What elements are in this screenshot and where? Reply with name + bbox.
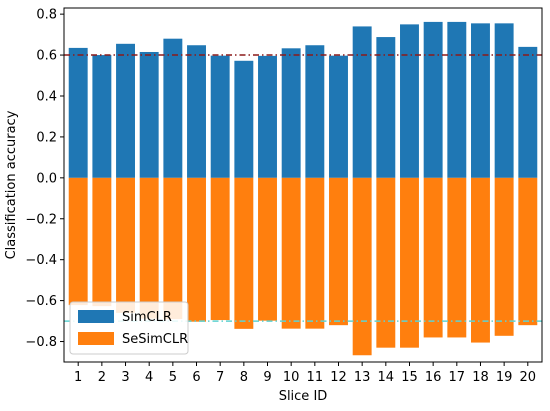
bar-sesimclr-2 [92,177,112,307]
bar-simclr-17 [447,21,467,178]
bar-simclr-9 [258,55,277,178]
bar-simclr-8 [234,60,254,178]
x-axis-title: Slice ID [279,389,328,404]
bars-layer [68,21,538,356]
x-tick-label: 4 [145,370,153,385]
plot-frame [63,7,543,363]
x-tick-label: 3 [121,370,129,385]
x-tick-label: 1 [74,370,82,385]
bar-simclr-11 [305,45,325,178]
bar-simclr-15 [400,24,419,178]
bar-simclr-16 [423,21,443,178]
bar-sesimclr-10 [281,177,301,329]
y-axis: 0.8 0.6 0.4 0.2 0.0 −0.2 −0.4 −0.6 −0.8 [25,8,64,350]
bar-sesimclr-19 [494,177,514,336]
x-tick-label: 5 [169,370,177,385]
bar-simclr-2 [92,55,112,178]
bar-sesimclr-4 [139,177,159,319]
y-tick-label: 0.8 [36,8,57,23]
bar-sesimclr-5 [163,177,183,320]
bar-sesimclr-6 [187,177,206,322]
bar-simclr-18 [471,23,490,178]
bar-simclr-20 [518,46,538,178]
bar-sesimclr-1 [68,177,88,306]
y-tick-label: 0.6 [36,49,57,64]
y-axis-title: Classification accuracy [4,110,19,259]
bar-simclr-5 [163,38,183,178]
x-tick-label: 19 [496,370,513,385]
x-tick-label: 10 [283,370,300,385]
bar-sesimclr-14 [376,177,396,348]
x-tick-label: 2 [98,370,106,385]
bar-simclr-3 [116,43,135,178]
bar-simclr-10 [281,48,301,178]
bar-simclr-19 [494,23,514,178]
bar-sesimclr-8 [234,177,254,329]
bar-sesimclr-3 [116,177,135,313]
legend-swatch-simclr [78,310,114,323]
bar-simclr-6 [187,45,206,178]
x-tick-label: 13 [354,370,371,385]
x-tick-label: 8 [240,370,248,385]
bar-sesimclr-16 [423,177,443,338]
y-tick-label: −0.4 [25,253,57,268]
bar-sesimclr-17 [447,177,467,338]
y-tick-label: −0.8 [25,335,57,350]
y-tick-label: −0.2 [25,212,57,227]
bar-sesimclr-18 [471,177,490,343]
x-tick-label: 18 [472,370,489,385]
bar-simclr-7 [210,55,230,178]
x-tick-label: 14 [378,370,395,385]
bar-sesimclr-20 [518,177,538,326]
y-tick-label: 0.2 [36,130,57,145]
x-tick-label: 17 [449,370,466,385]
reference-lines [64,54,542,322]
y-tick-label: 0.4 [36,89,57,104]
x-tick-label: 16 [425,370,442,385]
x-axis: 1 2 3 4 5 6 7 8 9 10 11 12 13 14 15 16 17 18 19 20 [74,362,536,385]
legend-label-sesimclr: SeSimCLR [122,332,188,347]
x-tick-label: 20 [520,370,537,385]
bar-sesimclr-11 [305,177,325,329]
bar-sesimclr-13 [352,177,372,356]
x-tick-label: 7 [216,370,224,385]
legend-swatch-sesimclr [78,332,114,345]
legend: SimCLR SeSimCLR [69,301,189,355]
x-tick-label: 12 [330,370,347,385]
bar-simclr-14 [376,37,396,178]
x-tick-label: 6 [192,370,200,385]
bar-sesimclr-12 [329,177,348,326]
bar-sesimclr-7 [210,177,230,321]
bar-sesimclr-15 [400,177,419,348]
y-tick-label: 0.0 [36,171,57,186]
bar-simclr-4 [139,51,159,178]
x-tick-label: 11 [307,370,324,385]
bar-simclr-12 [329,55,348,178]
bar-simclr-13 [352,26,372,178]
bar-simclr-1 [68,47,88,178]
y-tick-label: −0.6 [25,294,57,309]
x-tick-label: 15 [401,370,418,385]
x-tick-label: 9 [263,370,271,385]
legend-label-simclr: SimCLR [122,310,172,325]
bar-sesimclr-9 [258,177,277,321]
